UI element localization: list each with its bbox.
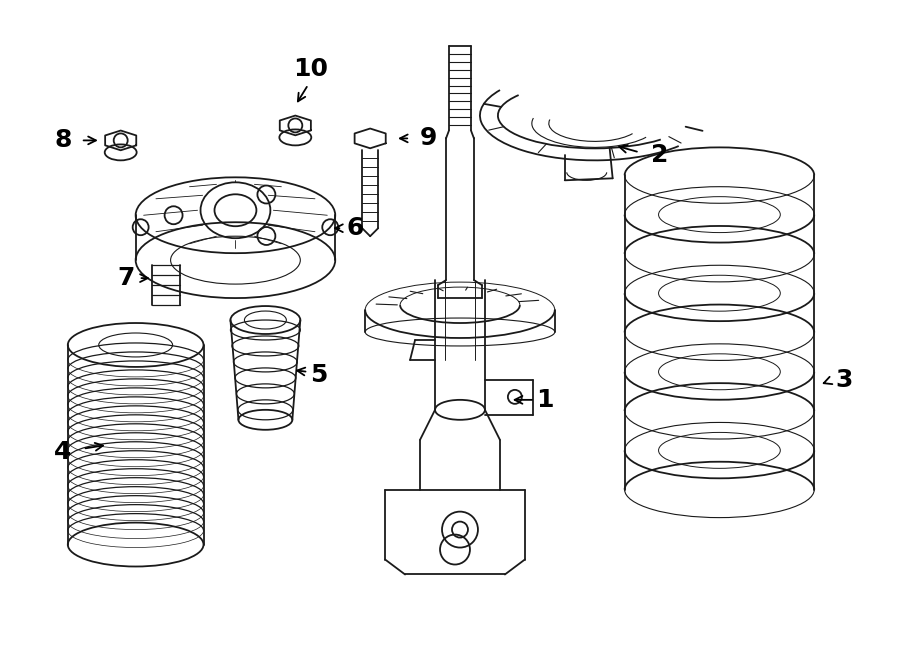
Text: 6: 6 bbox=[346, 216, 364, 240]
Text: 10: 10 bbox=[292, 56, 328, 81]
Text: 2: 2 bbox=[651, 144, 668, 167]
Text: 7: 7 bbox=[117, 266, 134, 290]
Text: 8: 8 bbox=[54, 128, 71, 152]
Text: 9: 9 bbox=[419, 126, 436, 150]
Text: 1: 1 bbox=[536, 388, 554, 412]
Text: 5: 5 bbox=[310, 363, 327, 387]
Text: 3: 3 bbox=[835, 368, 853, 392]
Text: 4: 4 bbox=[54, 440, 71, 464]
